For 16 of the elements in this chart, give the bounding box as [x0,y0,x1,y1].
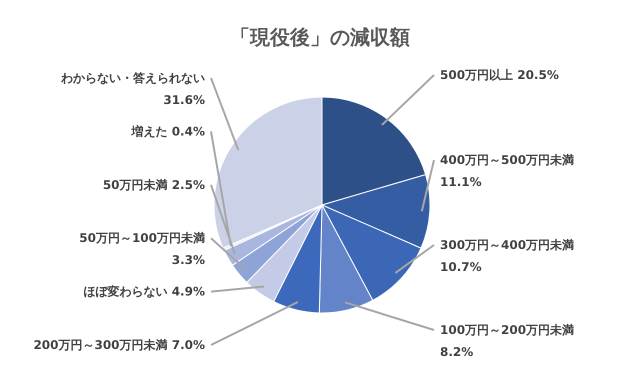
data-label: 10.7% [440,260,482,274]
slice-label: わからない・答えられない [60,71,205,85]
slice-label: 増えた 0.4% [130,124,205,138]
data-label: 31.6% [163,93,205,107]
slice-label: 200万円～300万円未満 7.0% [33,338,205,352]
slice-label: 50万円～100万円未満 [79,231,205,246]
slice-label: 500万円以上 20.5% [440,68,559,82]
data-label: 11.1% [440,175,482,189]
data-label: 3.3% [172,253,205,268]
slice-label: 50万円未満 2.5% [102,178,205,192]
slice-label: 400万円～500万円未満 [440,153,574,167]
slice-label: 100万円～200万円未満 [440,323,574,337]
slice-label: ほぼ変わらない 4.9% [84,284,205,299]
data-label: 8.2% [440,345,474,359]
chart-title: 「現役後」の減収額 [230,25,410,49]
slice-label: 300万円～400万円未満 [440,238,574,252]
